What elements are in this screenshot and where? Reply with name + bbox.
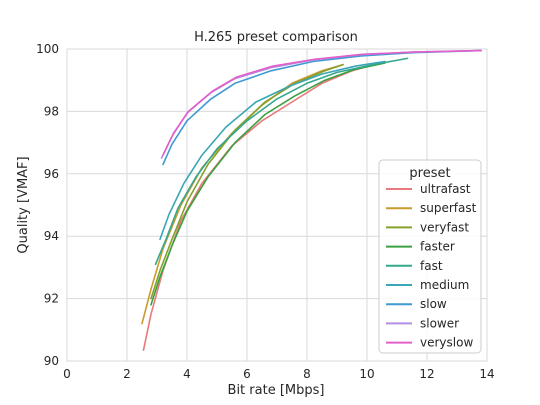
x-tick-label: 14 — [479, 367, 494, 381]
legend-title: preset — [409, 166, 450, 181]
legend-label-medium: medium — [420, 278, 469, 292]
legend-label-slow: slow — [420, 297, 447, 311]
x-tick-labels: 0 2 4 6 8 10 12 14 — [63, 367, 494, 381]
y-tick-label: 100 — [36, 42, 59, 56]
y-tick-label: 92 — [44, 292, 59, 306]
x-axis-label: Bit rate [Mbps] — [228, 383, 325, 398]
y-tick-label: 96 — [44, 167, 59, 181]
legend-label-fast: fast — [420, 259, 443, 273]
x-tick-label: 10 — [359, 367, 374, 381]
x-tick-label: 12 — [419, 367, 434, 381]
x-tick-label: 8 — [303, 367, 311, 381]
y-tick-label: 94 — [44, 229, 59, 243]
y-tick-label: 98 — [44, 104, 59, 118]
x-tick-label: 0 — [63, 367, 71, 381]
legend-label-slower: slower — [420, 316, 459, 330]
series-line-slow — [162, 49, 482, 166]
x-tick-label: 4 — [183, 367, 191, 381]
series-line-medium — [159, 60, 386, 241]
x-tick-label: 2 — [123, 367, 131, 381]
series-line-superfast — [141, 63, 344, 325]
x-tick-label: 6 — [243, 367, 251, 381]
series-line-faster — [150, 62, 386, 306]
series-lines — [141, 49, 482, 351]
legend: preset ultrafast superfast veryfast faster f… — [378, 159, 482, 354]
y-tick-labels: 90 92 94 96 98 100 — [36, 42, 59, 368]
y-tick-label: 90 — [44, 354, 59, 368]
chart-title: H.265 preset comparison — [194, 30, 358, 45]
series-line-veryslow — [162, 49, 482, 156]
legend-label-faster: faster — [420, 240, 455, 254]
series-line-fast — [154, 57, 409, 266]
legend-label-veryfast: veryfast — [420, 220, 469, 234]
legend-label-veryslow: veryslow — [420, 336, 473, 350]
y-axis-label: Quality [VMAF] — [16, 156, 31, 253]
legend-label-superfast: superfast — [420, 201, 477, 215]
series-line-veryfast — [150, 63, 344, 300]
legend-label-ultrafast: ultrafast — [420, 182, 471, 196]
